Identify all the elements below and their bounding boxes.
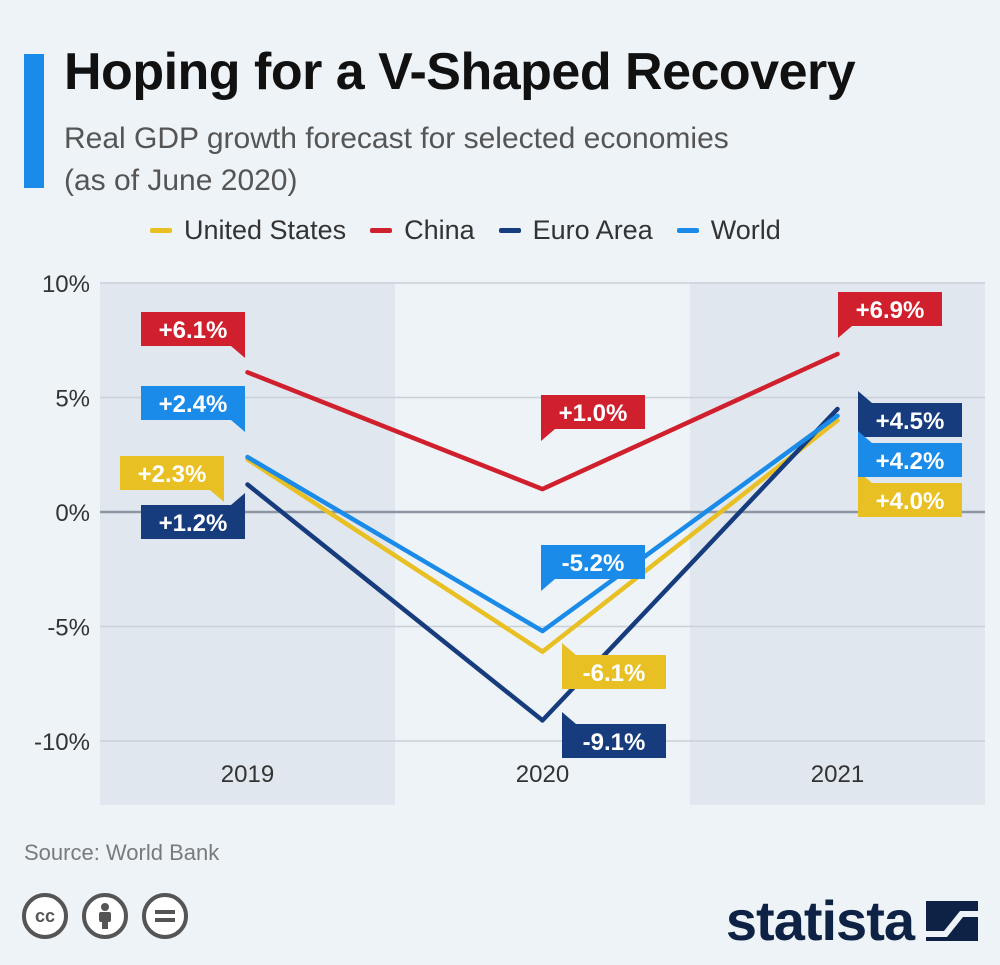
title-accent-bar [24, 54, 44, 188]
data-label-box-euro-area [562, 724, 666, 758]
data-label-euro-area: -9.1% [583, 729, 646, 756]
data-label-united-states: +2.3% [138, 461, 207, 488]
data-label-box-euro-area [858, 403, 962, 437]
chart-legend: United States China Euro Area World [150, 215, 781, 246]
data-label-box-china [541, 395, 645, 429]
data-label-tail-united-states [210, 490, 224, 502]
subtitle-line-2: (as of June 2020) [64, 164, 298, 197]
data-label-china: +6.1% [159, 317, 228, 344]
data-label-box-united-states [120, 456, 224, 490]
legend-item-euro-area: Euro Area [498, 215, 653, 246]
data-label-euro-area: +1.2% [159, 510, 228, 537]
data-label-box-world [541, 545, 645, 579]
data-label-box-world [141, 386, 245, 420]
chart-title: Hoping for a V-Shaped Recovery [64, 43, 856, 101]
data-label-box-china [141, 312, 245, 346]
series-line-united-states [245, 418, 840, 654]
data-label-tail-china [541, 429, 555, 441]
legend-item-world: World [676, 215, 781, 246]
line-chart: 10% 5% 0% -5% -10% 2019 2020 2021 +2.3% -6.1% +4.0… [34, 271, 985, 805]
series-line-world [245, 413, 840, 634]
series-line-china [245, 351, 840, 492]
data-label-tail-euro-area [562, 712, 576, 724]
no-derivatives-icon[interactable] [142, 893, 188, 939]
cc-icon[interactable]: cc [22, 893, 68, 939]
legend-swatch-euro-area [498, 228, 521, 233]
y-tick-label: 10% [42, 271, 90, 298]
x-tick-label: 2021 [811, 761, 864, 788]
data-label-tail-world [858, 431, 872, 443]
data-label-box-china [838, 292, 942, 326]
statista-logo-icon [926, 900, 978, 941]
legend-label-world: World [710, 215, 781, 245]
data-label-euro-area: +4.5% [876, 408, 945, 435]
legend-swatch-world [676, 228, 699, 233]
data-label-tail-china [838, 326, 852, 338]
y-tick-label: -5% [47, 615, 90, 642]
legend-item-united-states: United States [150, 215, 346, 246]
data-label-box-world [858, 443, 962, 477]
logo-wordmark: statista [725, 889, 915, 952]
legend-swatch-united-states [150, 228, 172, 233]
column-band-2019 [100, 283, 395, 805]
license-icons: cc [22, 893, 188, 939]
source-note: Source: World Bank [24, 840, 220, 865]
data-label-box-euro-area [141, 505, 245, 539]
data-label-world: +4.2% [876, 448, 945, 475]
data-label-united-states: +4.0% [876, 488, 945, 515]
data-label-world: -5.2% [562, 550, 625, 577]
subtitle-line-1: Real GDP growth forecast for selected ec… [64, 122, 729, 155]
data-label-tail-world [541, 579, 555, 591]
data-label-china: +1.0% [559, 400, 628, 427]
data-label-world: +2.4% [159, 391, 228, 418]
chart-subtitle: Real GDP growth forecast for selected ec… [64, 118, 729, 202]
legend-label-united-states: United States [184, 215, 347, 245]
data-label-tail-united-states [562, 643, 576, 655]
x-tick-label: 2020 [516, 761, 569, 788]
data-label-box-united-states [562, 655, 666, 689]
data-label-united-states: -6.1% [583, 660, 646, 687]
legend-label-euro-area: Euro Area [532, 215, 653, 245]
data-label-box-united-states [858, 483, 962, 517]
data-label-tail-china [231, 346, 245, 358]
y-tick-label: -10% [34, 729, 90, 756]
series-line-euro-area [245, 406, 840, 723]
data-label-china: +6.9% [856, 297, 925, 324]
column-band-2021 [690, 283, 985, 805]
legend-item-china: China [370, 215, 475, 246]
data-label-tail-euro-area [231, 493, 245, 505]
y-tick-label: 0% [55, 500, 90, 527]
x-tick-label: 2019 [221, 761, 274, 788]
statista-logo[interactable]: statista [726, 888, 978, 953]
legend-swatch-china [370, 228, 393, 233]
data-label-tail-euro-area [858, 391, 872, 403]
data-label-tail-world [231, 420, 245, 432]
y-tick-label: 5% [55, 386, 90, 413]
legend-label-china: China [404, 215, 475, 245]
attribution-icon[interactable] [82, 893, 128, 939]
